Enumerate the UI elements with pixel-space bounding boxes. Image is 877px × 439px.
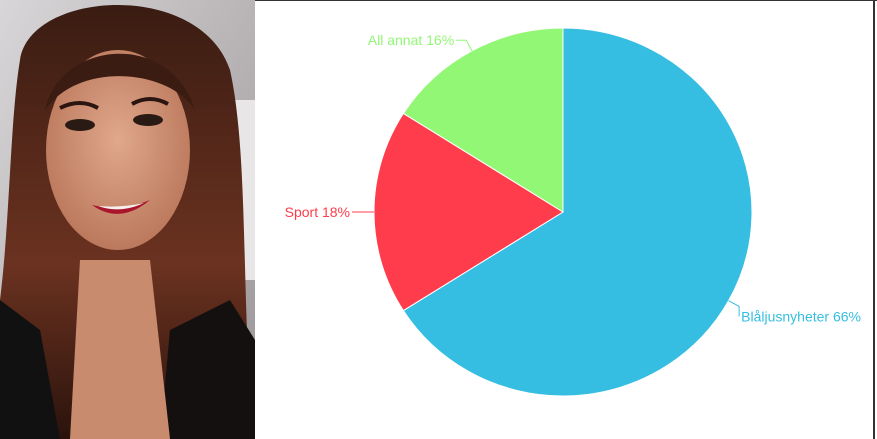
frame-right-border — [873, 0, 875, 439]
label-leader-line — [456, 39, 473, 52]
portrait-photo — [0, 0, 255, 439]
slice-label: Blåljusnyheter 66% — [741, 308, 861, 324]
frame-top-border — [255, 0, 877, 1]
pie-chart: Blåljusnyheter 66% Sport 18% All annat 16% — [285, 27, 861, 397]
slice-label: All annat 16% — [368, 32, 454, 48]
label-leader-line — [728, 300, 740, 317]
pie-slice-sport — [373, 112, 564, 312]
pie-slice-blåljusnyheter — [402, 27, 753, 397]
slice-label: Sport 18% — [285, 204, 350, 220]
pie-slice-all-annat — [402, 27, 564, 213]
